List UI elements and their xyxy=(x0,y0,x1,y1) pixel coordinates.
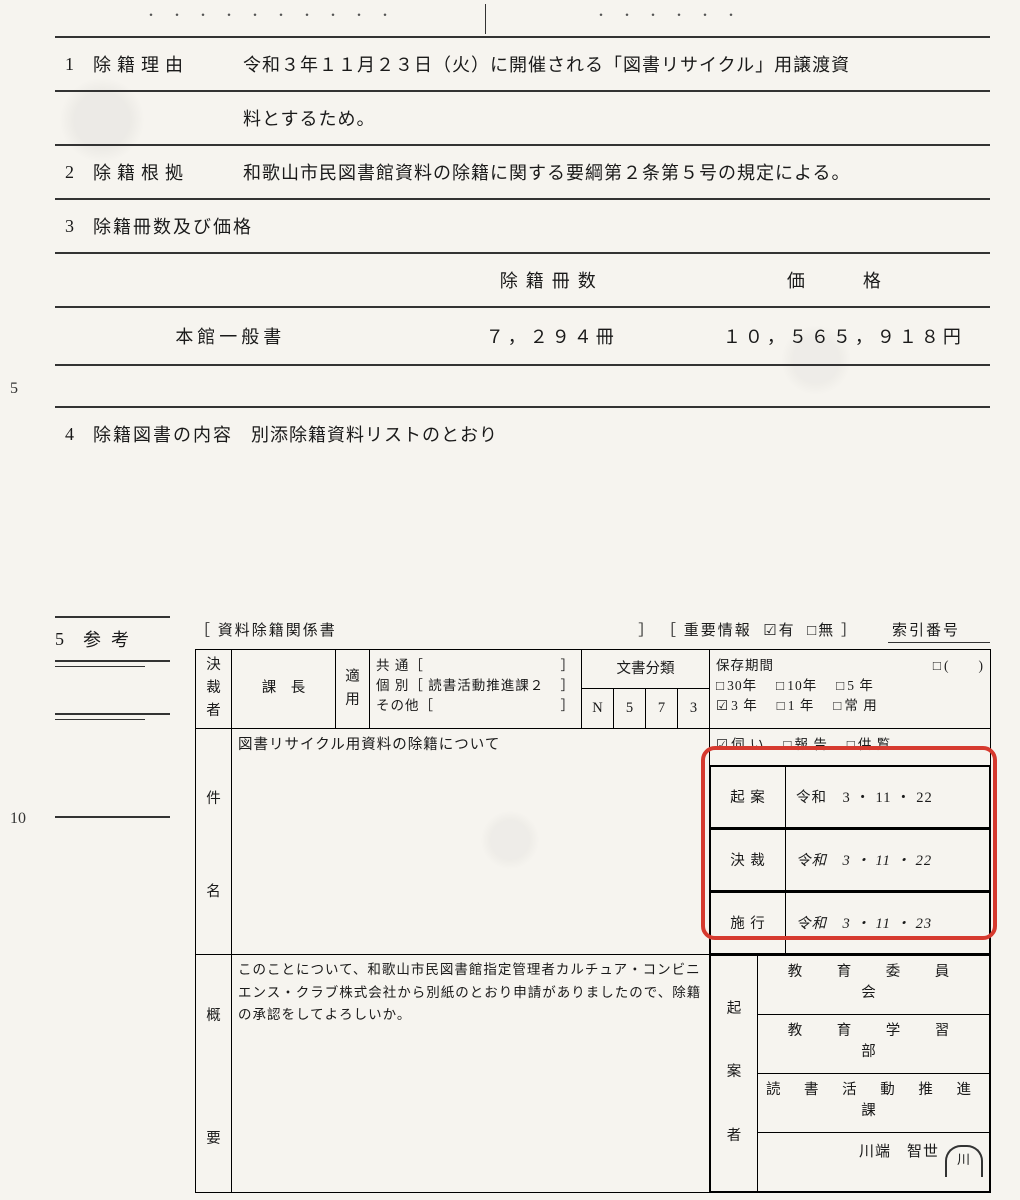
item-3-num: 3 xyxy=(65,216,93,237)
item-1-text-b: 料とするため。 xyxy=(243,105,375,131)
margin-mark-5: 5 xyxy=(10,380,18,398)
cell-org-block: 起 案 者 教 育 委 員 会 教 育 学 習 部 読 書 活 動 推 進 課 … xyxy=(710,954,991,1192)
cell-bunrui-title: 文書分類 xyxy=(582,650,710,689)
bunrui-3: 3 xyxy=(678,689,710,728)
form-header: ［ 資料除籍関係書 ］ ［ 重要情報 ☑有 □無 ］ 索引番号 xyxy=(195,619,990,643)
item-1-label: 除籍理由 xyxy=(93,51,243,77)
form-table: 決裁者 課 長 適用 共 通［］ 個 別［ 読書活動推進課２］ その他［］ 文書… xyxy=(195,649,991,1193)
cell-subject: 図書リサイクル用資料の除籍について xyxy=(232,728,710,954)
cell-kenmei: 件 名 xyxy=(196,728,232,954)
item-4-num: 4 xyxy=(65,424,93,445)
org-3: 読 書 活 動 推 進 課 xyxy=(758,1073,990,1132)
cell-date-kian: 起 案 令和 3 ・ 11 ・ 22 xyxy=(710,765,991,828)
margin-mark-10: 10 xyxy=(10,810,26,828)
org-2: 教 育 学 習 部 xyxy=(758,1014,990,1073)
hdr-count: 除籍冊数 xyxy=(406,267,698,293)
row-label: 本館一般書 xyxy=(55,323,406,349)
item-5-num: 5 xyxy=(55,629,83,650)
count-price-header: 除籍冊数 価 格 xyxy=(55,254,990,306)
item-3-label: 除籍冊数及び価格 xyxy=(93,213,253,239)
item-4: 4 除籍図書の内容 別添除籍資料リストのとおり xyxy=(55,408,990,460)
item-1-text-a: 令和３年１１月２３日（火）に開催される「図書リサイクル」用譲渡資 xyxy=(243,51,850,77)
lined-section: 1 除籍理由 令和３年１１月２３日（火）に開催される「図書リサイクル」用譲渡資 … xyxy=(55,10,990,460)
bunrui-n: N xyxy=(582,689,614,728)
row-count: ７，２９４冊 xyxy=(406,323,698,349)
cell-body: このことについて、和歌山市民図書館指定管理者カルチュア・コンビニエンス・クラブ株… xyxy=(232,954,710,1192)
item-3: 3 除籍冊数及び価格 xyxy=(55,200,990,252)
bunrui-5: 5 xyxy=(614,689,646,728)
row-price: １０，５６５，９１８円 xyxy=(698,323,990,349)
cell-tekiyo: 適用 xyxy=(336,650,370,729)
hdr-mid: ］ ［ 重要情報 ☑有 □無 ］ xyxy=(638,619,858,643)
org-1: 教 育 委 員 会 xyxy=(758,955,990,1014)
item-2-text: 和歌山市民図書館資料の除籍に関する要綱第２条第５号の規定による。 xyxy=(243,159,850,185)
item-2-label: 除籍根拠 xyxy=(93,159,243,185)
signer: 川端 智世川 xyxy=(758,1132,990,1191)
hdr-price: 価 格 xyxy=(698,267,990,293)
bunrui-7: 7 xyxy=(646,689,678,728)
item-4-text: 別添除籍資料リストのとおり xyxy=(251,421,498,447)
approval-form: ［ 資料除籍関係書 ］ ［ 重要情報 ☑有 □無 ］ 索引番号 決裁者 課 長 … xyxy=(195,619,990,1193)
item-1-cont: 料とするため。 xyxy=(55,92,990,144)
item-5-label: 参考 xyxy=(83,626,139,652)
hdr-left: ［ 資料除籍関係書 xyxy=(195,619,337,643)
item-1-num: 1 xyxy=(65,54,93,75)
count-price-row: 本館一般書 ７，２９４冊 １０，５６５，９１８円 xyxy=(55,308,990,364)
cell-date-shiko: 施 行 令和 3 ・ 11 ・ 23 xyxy=(710,891,991,954)
cell-kacho: 課 長 xyxy=(232,650,336,729)
item-2: 2 除籍根拠 和歌山市民図書館資料の除籍に関する要綱第２条第５号の規定による。 xyxy=(55,146,990,198)
hdr-index: 索引番号 xyxy=(888,619,990,643)
cell-date-kessai: 決 裁 令和 3 ・ 11 ・ 22 xyxy=(710,828,991,891)
cell-action-types: 伺 い 報 告 供 覧 xyxy=(710,728,991,765)
item-1: 1 除籍理由 令和３年１１月２３日（火）に開催される「図書リサイクル」用譲渡資 xyxy=(55,38,990,90)
cell-gaiyou: 概 要 xyxy=(196,954,232,1192)
item-5: 5 参考 xyxy=(55,616,175,818)
item-2-num: 2 xyxy=(65,162,93,183)
cell-hozon: 保存期間 ( ) 30年 10年 5 年 3 年 1 年 常 用 xyxy=(710,650,991,729)
cell-kessaisha: 決裁者 xyxy=(196,650,232,729)
item-4-label: 除籍図書の内容 xyxy=(93,421,233,447)
cell-tekiyo-body: 共 通［］ 個 別［ 読書活動推進課２］ その他［］ xyxy=(370,650,582,729)
seal-icon: 川 xyxy=(945,1145,983,1177)
